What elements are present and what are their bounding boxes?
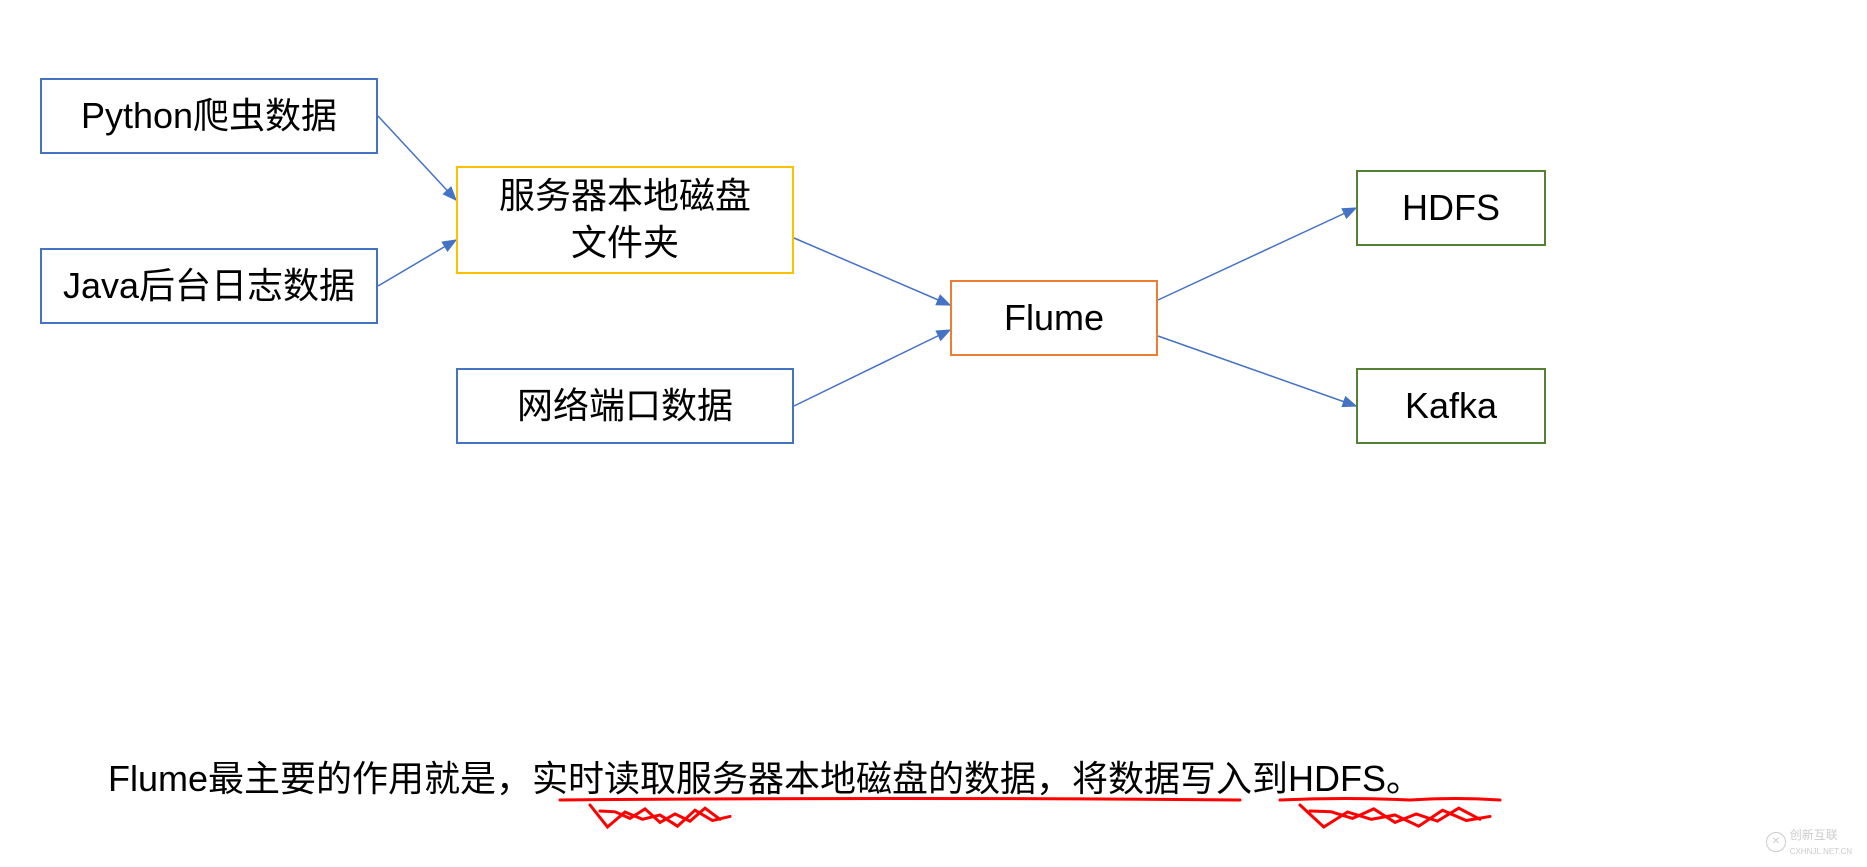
edge-java-disk: [378, 240, 456, 286]
edge-disk-flume: [794, 238, 950, 305]
node-network: 网络端口数据: [456, 368, 794, 444]
flume-architecture-diagram: Python爬虫数据 Java后台日志数据 服务器本地磁盘 文件夹网络端口数据 Flu…: [0, 0, 1867, 867]
node-java: Java后台日志数据: [40, 248, 378, 324]
watermark-text: 创新互联: [1790, 828, 1838, 842]
watermark: ✕ 创新互联 CXHNJL.NET.CN: [1766, 826, 1852, 857]
caption-text: Flume最主要的作用就是，实时读取服务器本地磁盘的数据，将数据写入到HDFS。: [108, 750, 1422, 802]
node-disk: 服务器本地磁盘 文件夹: [456, 166, 794, 274]
node-hdfs: HDFS: [1356, 170, 1546, 246]
edge-flume-kafka: [1158, 336, 1356, 406]
node-kafka: Kafka: [1356, 368, 1546, 444]
watermark-icon: ✕: [1766, 832, 1786, 852]
edge-python-disk: [378, 116, 456, 200]
edge-network-flume: [794, 330, 950, 406]
watermark-subtext: CXHNJL.NET.CN: [1790, 847, 1852, 856]
node-flume: Flume: [950, 280, 1158, 356]
node-python: Python爬虫数据: [40, 78, 378, 154]
edge-flume-hdfs: [1158, 208, 1356, 300]
